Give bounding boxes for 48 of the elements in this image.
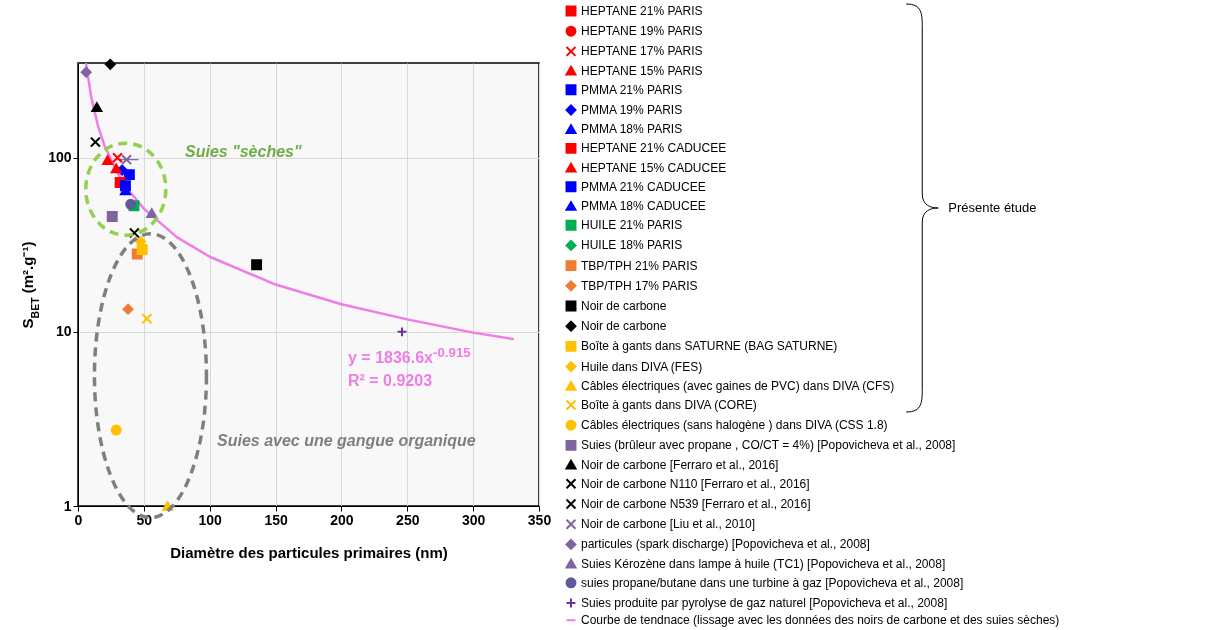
legend-label: Boîte à gants dans DIVA (CORE) [581, 398, 757, 412]
legend-label: Noir de carbone [581, 319, 667, 334]
legend-label: TBP/TPH 17% PARIS [581, 278, 698, 293]
legend-label: HEPTANE 15% CADUCEE [581, 160, 727, 175]
legend-label: HEPTANE 15% PARIS [581, 63, 703, 78]
legend-label: Boîte à gants dans SATURNE (BAG SATURNE) [581, 339, 838, 354]
y-tick-label: 1 [63, 497, 72, 514]
x-tick-label: 150 [264, 511, 288, 528]
legend-label: HUILE 18% PARIS [581, 238, 683, 253]
x-tick-label: 100 [198, 511, 223, 528]
legend-label: Suies (brûleur avec propane , CO/CT = 4%) [Popovicheva et al., 2008] [581, 438, 956, 453]
legend-label: suies propane/butane dans une turbine à gaz [Popovicheva et al., 2008] [581, 575, 964, 590]
legend-label: Noir de carbone [581, 299, 667, 313]
annotation: y = 1836.6x$^{-0.915}$ [348, 345, 471, 368]
legend-label: Huile dans DIVA (FES) [581, 359, 703, 374]
x-axis-title: Diamètre des particules primaires (nm) [170, 543, 448, 561]
legend-label: PMMA 18% PARIS [581, 122, 683, 137]
legend-label: TBP/TPH 21% PARIS [581, 258, 698, 273]
annotation: R² = 0.9203 [348, 372, 433, 390]
legend-label: PMMA 19% PARIS [581, 103, 683, 117]
legend-label: PMMA 21% CADUCEE [581, 179, 706, 194]
x-tick-label: 350 [527, 511, 552, 528]
legend-label: Noir de carbone N110 [Ferraro et al., 2016] [581, 476, 810, 491]
legend-label: Câbles électriques (avec gaines de PVC) dans DIVA (CFS) [581, 378, 895, 393]
annotation: Suies "sèches" [185, 143, 302, 161]
legend-label: Noir de carbone [Ferraro et al., 2016] [581, 457, 779, 472]
legend-label: Noir de carbone [Liu et al., 2010] [581, 517, 756, 532]
annotation: Suies avec une gangue organique [217, 432, 476, 450]
legend-label: Suies Kérozène dans lampe à huile (TC1) [Popovicheva et al., 2008] [581, 556, 946, 571]
legend-label: Noir de carbone N539 [Ferraro et al., 2016] [581, 497, 811, 511]
text: Présente étude [948, 200, 1037, 215]
x-tick-label: 200 [330, 511, 354, 528]
x-tick-label: 300 [461, 511, 486, 528]
legend-label: particules (spark discharge) [Popovicheva et al., 2008] [581, 537, 870, 552]
y-tick-label: 10 [55, 323, 72, 340]
legend-label: PMMA 18% CADUCEE [581, 199, 706, 213]
legend-label: HEPTANE 19% PARIS [581, 24, 703, 39]
legend-label: PMMA 21% PARIS [581, 82, 683, 97]
legend-label: HEPTANE 17% PARIS [581, 44, 703, 59]
legend-label: HUILE 21% PARIS [581, 218, 683, 233]
x-tick-label: 250 [396, 511, 420, 528]
legend-label: HEPTANE 21% PARIS [581, 4, 703, 18]
legend-label: Suies produite par pyrolyse de gaz naturel [Popovicheva et al., 2008] [581, 596, 948, 610]
legend-label: HEPTANE 21% CADUCEE [581, 141, 727, 156]
legend-label: Câbles électriques (sans halogène ) dans DIVA (CSS 1.8) [581, 418, 888, 433]
legend-label: Courbe de tendnace (lissage avec les données des noirs de carbone et des suies sèches) [581, 613, 1060, 628]
y-tick-label: 100 [48, 149, 72, 166]
x-tick-label: 0 [74, 511, 83, 528]
